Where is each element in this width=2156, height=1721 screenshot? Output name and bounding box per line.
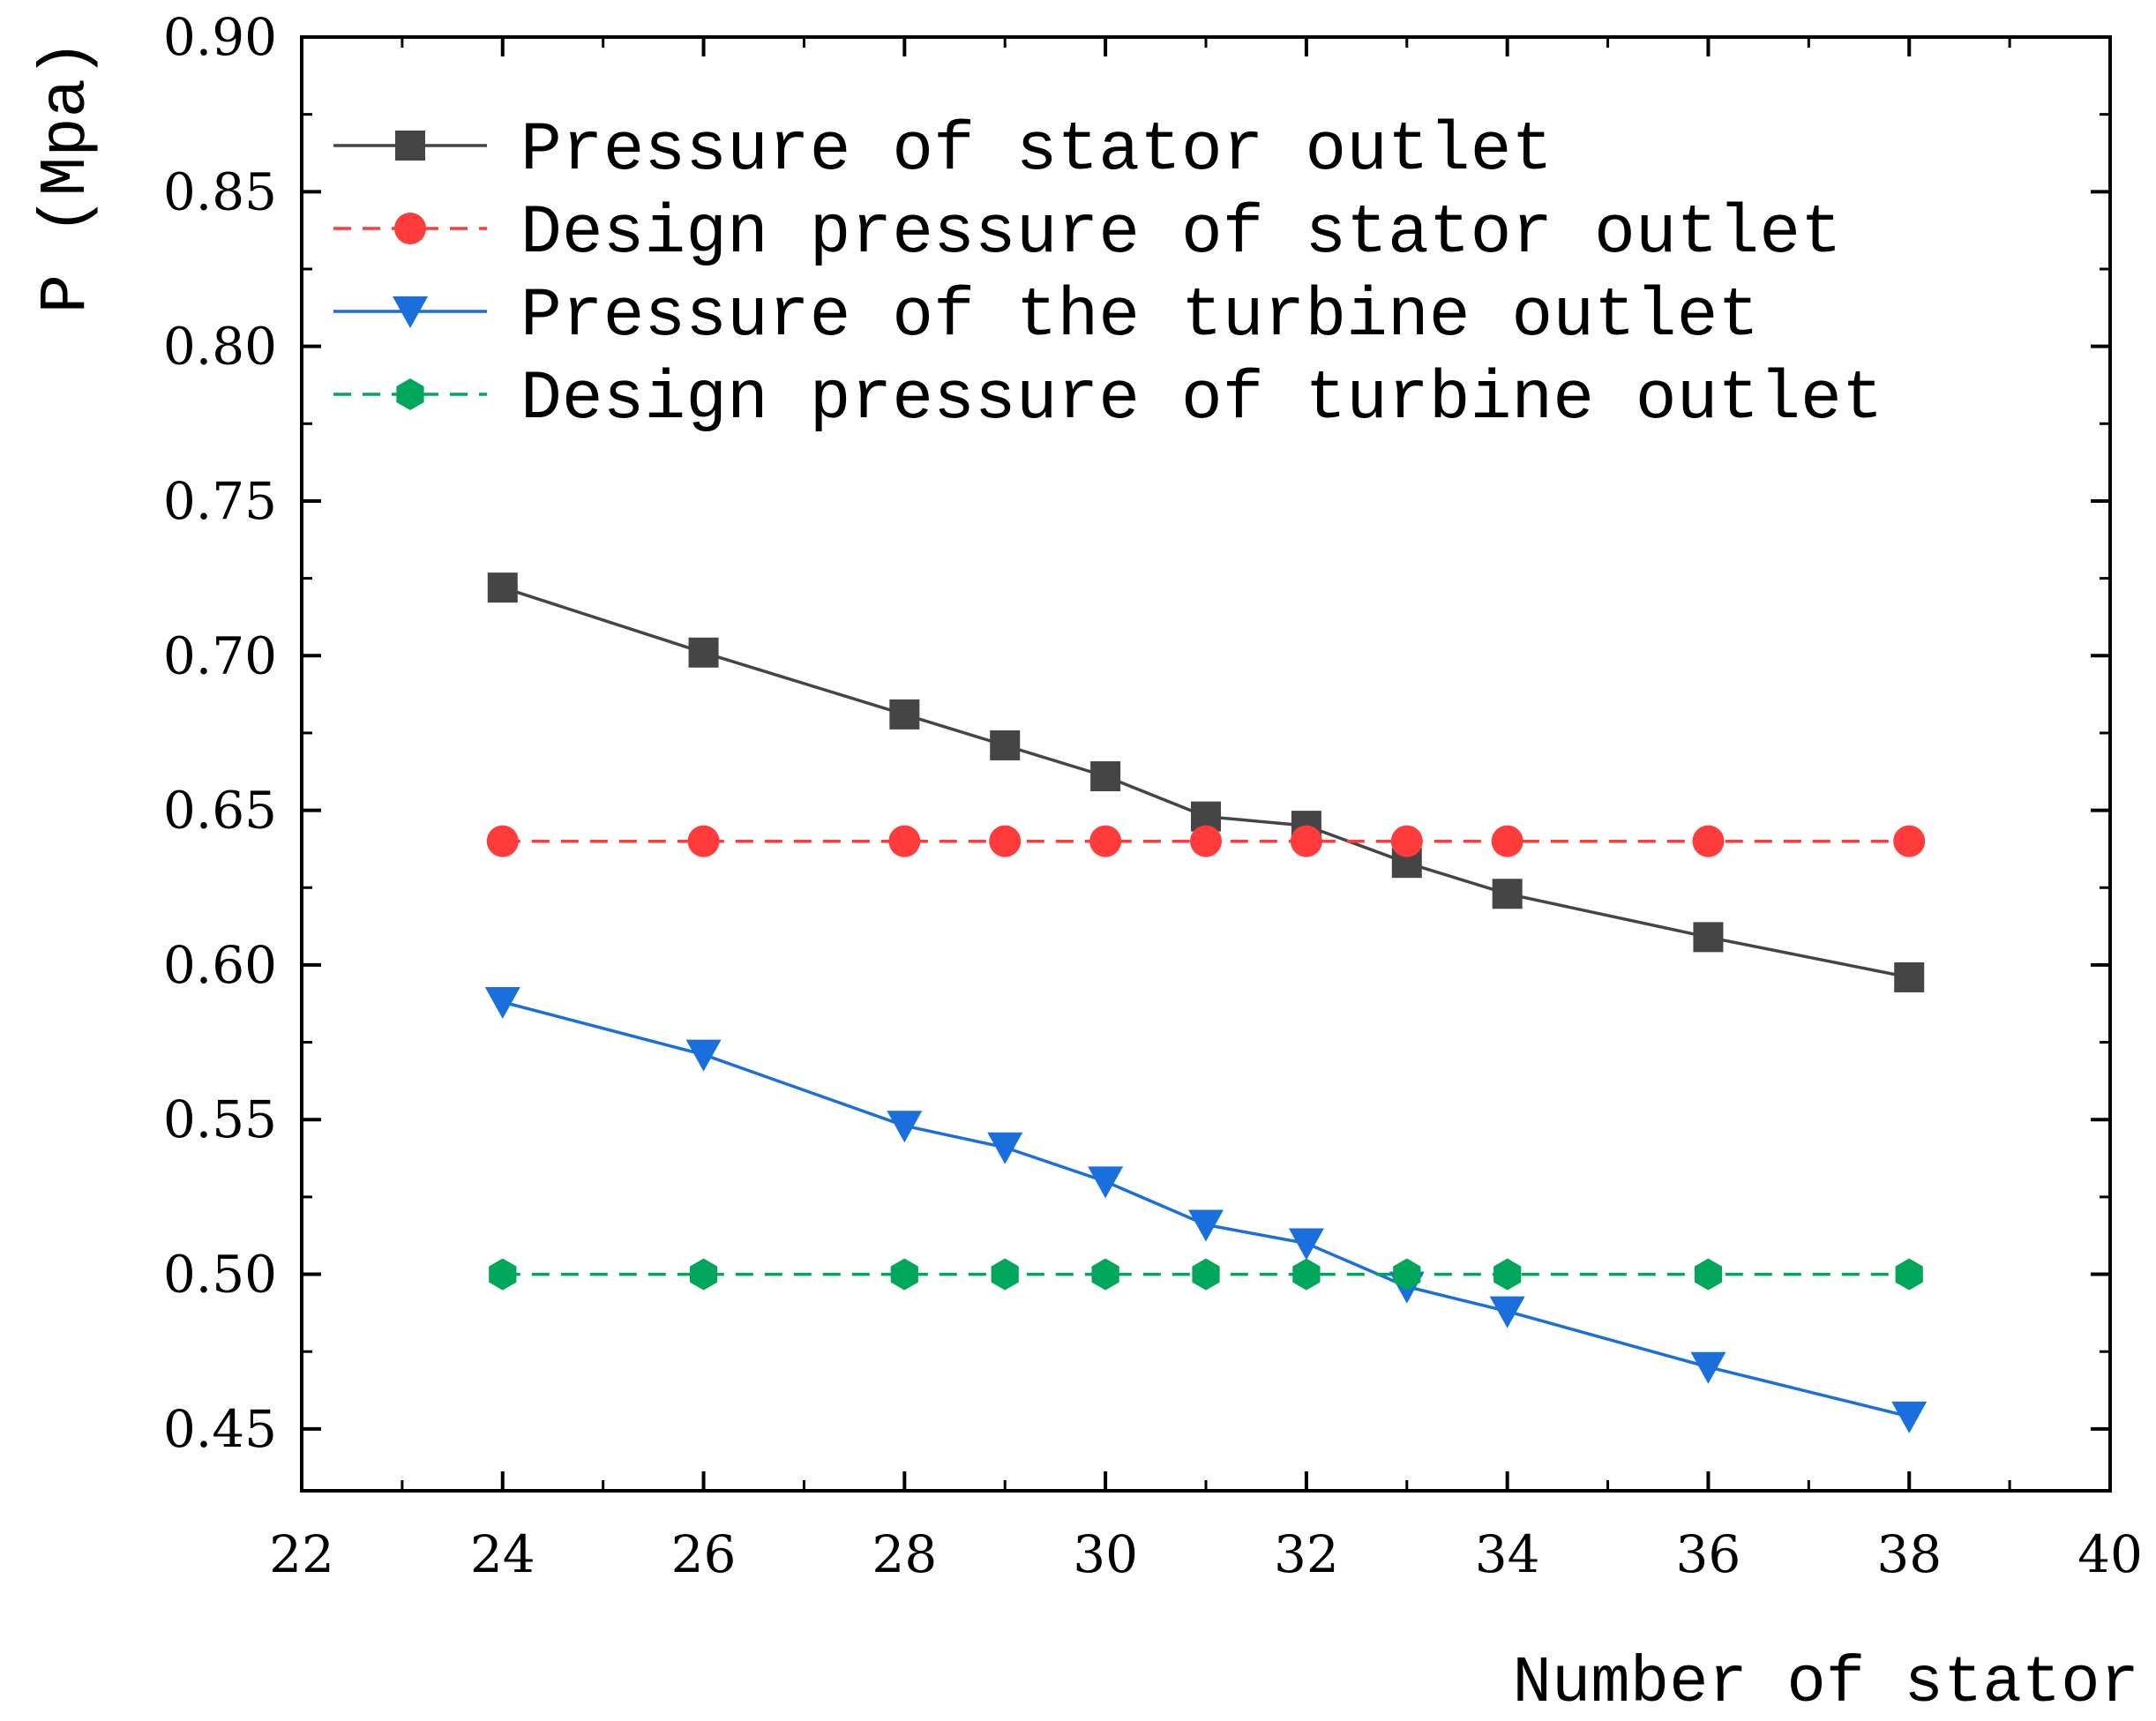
series-2-point (1089, 825, 1122, 857)
series-4-point (1091, 1258, 1119, 1291)
data-markers (484, 572, 1928, 1433)
series-4-point (1694, 1258, 1722, 1291)
series-2-point (1190, 825, 1222, 857)
series-1-point (889, 699, 920, 730)
y-tick-label: 0.65 (163, 781, 277, 841)
legend-marker-4 (396, 378, 424, 410)
y-tick-label: 0.45 (163, 1399, 277, 1459)
x-tick-label: 22 (269, 1524, 334, 1584)
y-tick-label: 0.55 (163, 1089, 277, 1149)
x-tick-label: 36 (1676, 1524, 1741, 1584)
y-tick-label: 0.85 (163, 161, 277, 221)
series-4-point (991, 1258, 1019, 1291)
y-tick-label: 0.50 (163, 1245, 277, 1305)
series-2-point (989, 825, 1022, 857)
series-4-point (690, 1258, 718, 1291)
x-tick-label: 34 (1475, 1524, 1540, 1584)
x-tick-label: 28 (872, 1524, 937, 1584)
series-2-point (1390, 825, 1423, 857)
series-3-point (1088, 1166, 1124, 1199)
series-4-point (1895, 1258, 1923, 1291)
series-4-point (1393, 1258, 1421, 1291)
legend-marker-3 (393, 296, 428, 328)
series-2-point (687, 825, 720, 857)
series-1-point (688, 637, 719, 668)
x-tick-labels: 22 24 26 28 30 32 34 36 38 40 (269, 1524, 2143, 1584)
y-tick-label: 0.90 (163, 7, 277, 67)
legend-label-4: Design pressure of turbine outlet (520, 361, 1883, 438)
series-3-point (1891, 1401, 1928, 1433)
series-1-point (990, 730, 1021, 760)
series-3-point (685, 1039, 722, 1072)
x-tick-label: 38 (1876, 1524, 1942, 1584)
y-axis-title: P (Mpa) (30, 40, 104, 314)
y-tick-label: 0.70 (163, 625, 277, 685)
series-4-point (489, 1258, 517, 1291)
series-1-point (1894, 962, 1925, 992)
series-2-point (1893, 825, 1926, 857)
legend-label-3: Pressure of the turbine outlet (520, 278, 1759, 355)
series-2-point (888, 825, 921, 857)
plot-area (300, 35, 2112, 1493)
y-tick-label: 0.75 (163, 471, 277, 531)
y-tick-label: 0.60 (163, 935, 277, 995)
series-3-point (1690, 1351, 1726, 1384)
series-3-point (484, 986, 520, 1019)
x-tick-label: 40 (2077, 1524, 2143, 1584)
series-1-point (487, 572, 518, 603)
series-3-point (887, 1111, 923, 1143)
y-tick-labels: 0.45 0.50 0.55 0.60 0.65 0.70 0.75 0.80 0.85 0.90 (163, 7, 277, 1459)
series-4-point (1493, 1258, 1522, 1291)
x-tick-label: 24 (470, 1524, 535, 1584)
series-3-point (1288, 1228, 1324, 1261)
series-2-point (1692, 825, 1725, 857)
legend-label-2: Design pressure of stator outlet (520, 195, 1842, 273)
series-3-point (1489, 1296, 1525, 1328)
series-1-point (1090, 761, 1121, 792)
series-2-point (1491, 825, 1523, 857)
series-4-point (1292, 1258, 1321, 1291)
legend-marker-1 (395, 131, 425, 161)
series-3-point (987, 1132, 1023, 1164)
y-tick-label: 0.80 (163, 317, 277, 377)
legend-label-1: Pressure of stator outlet (520, 112, 1553, 190)
series-3-point (1188, 1209, 1224, 1242)
series-2-point (1290, 825, 1322, 857)
series-4-point (890, 1258, 918, 1291)
series-4-point (1192, 1258, 1220, 1291)
x-axis-title: Number of stator (1512, 1647, 2139, 1721)
legend-marker-2 (394, 213, 426, 244)
series-1-point (1492, 879, 1523, 909)
series-1-point (1693, 922, 1724, 953)
x-tick-label: 26 (671, 1524, 737, 1584)
series-2-point (486, 825, 519, 857)
x-tick-label: 30 (1073, 1524, 1138, 1584)
x-tick-label: 32 (1274, 1524, 1339, 1584)
axis-ticks (300, 35, 2112, 1491)
